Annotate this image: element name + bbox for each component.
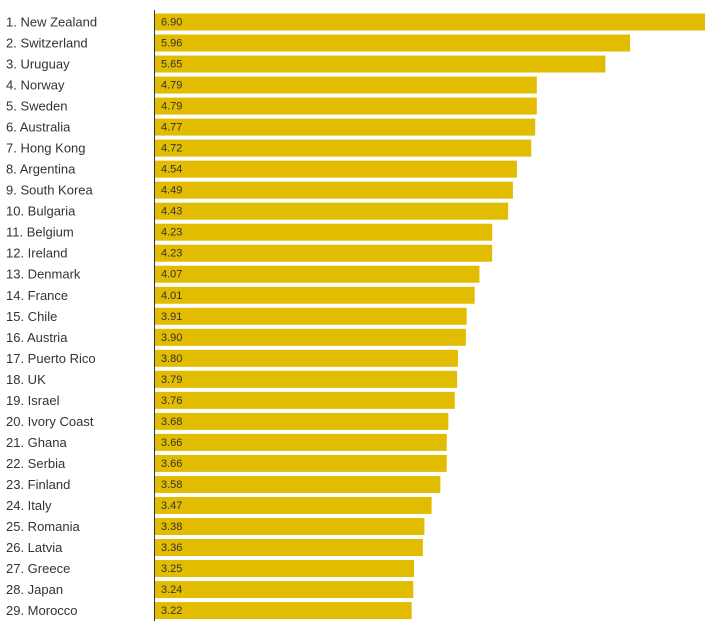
category-label: 5. Sweden [6, 99, 67, 114]
category-label: 21. Ghana [6, 435, 67, 450]
bar [155, 244, 493, 262]
category-label: 14. France [6, 288, 68, 303]
bar [155, 202, 509, 220]
value-label: 4.49 [161, 185, 182, 197]
bar [155, 496, 432, 514]
bars-layer: 1. New Zealand 6.90 2. Switzerland 5.96 3. U… [6, 13, 705, 620]
value-label: 4.79 [161, 80, 182, 92]
category-label: 25. Romania [6, 519, 80, 534]
bar [155, 97, 537, 115]
category-label: 15. Chile [6, 309, 57, 324]
category-label: 26. Latvia [6, 540, 63, 555]
category-label: 8. Argentina [6, 162, 76, 177]
bar [155, 223, 493, 241]
bar [155, 475, 441, 493]
bar [155, 517, 425, 535]
value-label: 3.66 [161, 458, 182, 470]
category-label: 13. Denmark [6, 267, 81, 282]
value-label: 4.77 [161, 122, 182, 134]
category-label: 6. Australia [6, 120, 71, 135]
bar [155, 370, 458, 388]
value-label: 3.90 [161, 332, 182, 344]
value-label: 4.79 [161, 101, 182, 113]
value-label: 3.68 [161, 416, 182, 428]
value-label: 3.38 [161, 521, 182, 533]
category-label: 24. Italy [6, 498, 52, 513]
category-label: 4. Norway [6, 78, 65, 93]
category-label: 2. Switzerland [6, 36, 88, 51]
category-label: 19. Israel [6, 393, 60, 408]
value-label: 3.66 [161, 437, 182, 449]
value-label: 3.25 [161, 563, 182, 575]
value-label: 3.47 [161, 500, 182, 512]
category-label: 12. Ireland [6, 246, 67, 261]
bar [155, 76, 537, 94]
value-label: 6.90 [161, 17, 182, 29]
value-label: 4.23 [161, 227, 182, 239]
category-label: 1. New Zealand [6, 15, 97, 30]
bar [155, 55, 606, 73]
bar [155, 391, 455, 409]
bar [155, 265, 480, 283]
value-label: 4.07 [161, 269, 182, 281]
category-label: 10. Bulgaria [6, 204, 76, 219]
bar [155, 433, 447, 451]
category-label: 11. Belgium [6, 225, 74, 240]
value-label: 3.79 [161, 374, 182, 386]
bar [155, 139, 532, 157]
bar [155, 118, 536, 136]
category-label: 3. Uruguay [6, 57, 70, 72]
value-label: 3.76 [161, 395, 182, 407]
value-label: 3.80 [161, 353, 182, 365]
category-label: 16. Austria [6, 330, 68, 345]
value-label: 3.58 [161, 479, 182, 491]
bar [155, 160, 517, 178]
value-label: 3.24 [161, 584, 182, 596]
bar [155, 307, 467, 325]
value-label: 3.91 [161, 311, 182, 323]
category-label: 20. Ivory Coast [6, 414, 94, 429]
bar [155, 13, 705, 31]
value-label: 4.72 [161, 143, 182, 155]
bar [155, 286, 475, 304]
bar [155, 34, 631, 52]
category-label: 27. Greece [6, 561, 70, 576]
bar [155, 412, 449, 430]
category-label: 18. UK [6, 372, 46, 387]
bar [155, 349, 458, 367]
bar [155, 539, 423, 556]
bar [155, 454, 447, 472]
category-label: 17. Puerto Rico [6, 351, 96, 366]
bar [155, 581, 414, 599]
category-label: 23. Finland [6, 477, 70, 492]
value-label: 3.22 [161, 605, 182, 617]
value-label: 3.36 [161, 542, 182, 554]
category-label: 9. South Korea [6, 183, 93, 198]
value-label: 4.01 [161, 290, 182, 302]
category-label: 7. Hong Kong [6, 141, 86, 156]
category-label: 29. Morocco [6, 603, 78, 618]
bar [155, 560, 415, 578]
bar [155, 181, 513, 199]
bar [155, 328, 466, 346]
value-label: 5.96 [161, 38, 182, 50]
category-label: 28. Japan [6, 582, 63, 597]
category-label: 22. Serbia [6, 456, 66, 471]
bar [155, 602, 412, 620]
value-label: 5.65 [161, 59, 182, 71]
value-label: 4.23 [161, 248, 182, 260]
value-label: 4.43 [161, 206, 182, 218]
value-label: 4.54 [161, 164, 182, 176]
